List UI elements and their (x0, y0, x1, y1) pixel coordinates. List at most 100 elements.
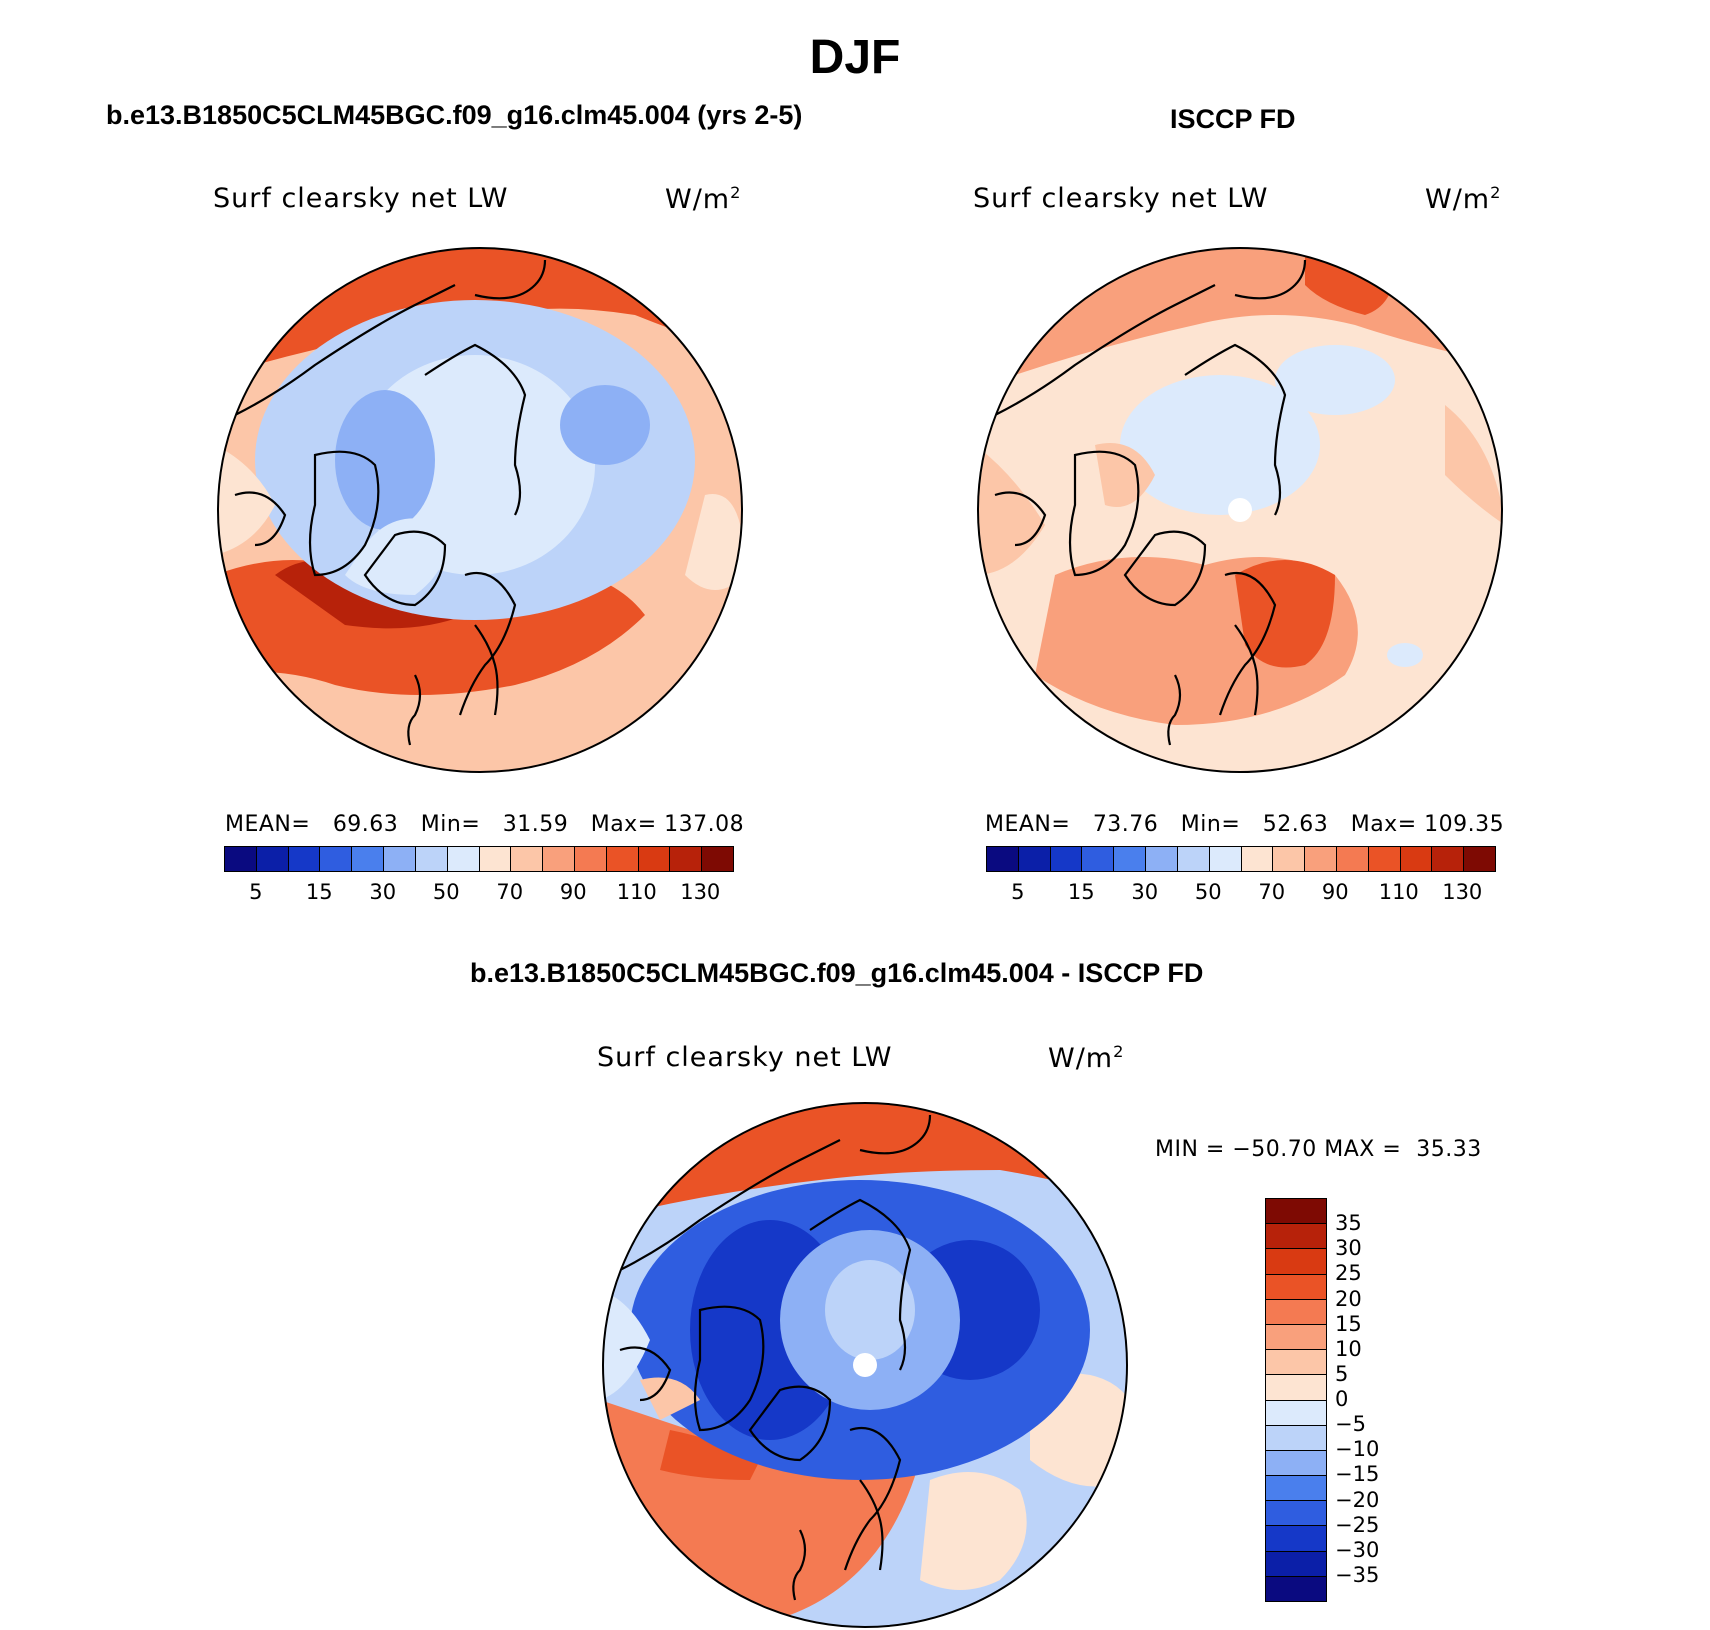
panel-2-colorbar-segment (1368, 847, 1401, 871)
panel-2-stats: MEAN= 73.76 Min= 52.63 Max= 109.35 (985, 812, 1505, 837)
panel-2-colorbar-tick-label: 50 (1194, 880, 1222, 904)
panel-2-colorbar-tick-label: 70 (1258, 880, 1286, 904)
panel-1-colorbar-segment (320, 847, 353, 871)
panel-1-colorbar-segment (447, 847, 480, 871)
panel-3-colorbar-segment (1266, 1576, 1326, 1601)
panel-3-colorbar-segment (1266, 1350, 1326, 1376)
panel-3-colorbar-segment (1266, 1476, 1326, 1502)
panel-3-colorbar-segment (1266, 1450, 1326, 1477)
panel-2-colorbar-segment (1400, 847, 1433, 871)
panel-3-colorbar-tick-label: 10 (1335, 1336, 1362, 1361)
panel-3-colorbar-segment (1266, 1299, 1326, 1325)
panel-1-colorbar-segment (670, 847, 703, 871)
panel-3-colorbar-ticks: 35 30 25 20 15 10 5 0 −5 −10 −15 −20 −25 −30 −35 (1335, 1198, 1415, 1600)
panel-2-colorbar-tick-label: 5 (1011, 880, 1025, 904)
panel-3-colorbar-tick-label: 30 (1335, 1236, 1362, 1261)
panel-2-colorbar-tick-label: 30 (1131, 880, 1159, 904)
panel-3-colorbar-tick-label: 25 (1335, 1261, 1362, 1286)
panel-1-colorbar-segment (256, 847, 289, 871)
main-title: DJF (809, 31, 901, 84)
panel-1-colorbar-segment (511, 847, 544, 871)
panel-3-colorbar-tick-label: 15 (1335, 1311, 1362, 1336)
panel-1-colorbar-segment (638, 847, 671, 871)
panel-3-colorbar-tick-label: −10 (1335, 1437, 1380, 1462)
panel-2-colorbar-tick-label: 110 (1378, 880, 1419, 904)
panel-2-units-label: W/m2 (1425, 183, 1502, 215)
panel-1-colorbar-tick-label: 110 (616, 880, 657, 904)
panel-1-colorbar-tick-label: 5 (249, 880, 263, 904)
panel-1-colorbar-tick-label: 15 (305, 880, 333, 904)
panel-2-variable-label: Surf clearsky net LW (973, 183, 1269, 214)
panel-1-colorbar-segment (352, 847, 385, 871)
panel-1-colorbar-tick-label: 90 (559, 880, 587, 904)
panel-2-colorbar-segment (1146, 847, 1178, 871)
panel-3-colorbar-segment (1266, 1224, 1326, 1250)
panel-2-colorbar-segment (1209, 847, 1242, 871)
panel-2-polar-map (977, 247, 1503, 773)
panel-1-colorbar-segment (288, 847, 321, 871)
panel-2-colorbar-segment (1305, 847, 1337, 871)
panel-2-colorbar-segment (1114, 847, 1147, 871)
panel-2-colorbar-segment (1018, 847, 1051, 871)
panel-3-colorbar-segment (1266, 1274, 1326, 1300)
panel-2-colorbar-segment (1273, 847, 1306, 871)
panel-3-colorbar-tick-label: −20 (1335, 1487, 1380, 1512)
panel-1-units-label: W/m2 (665, 183, 742, 215)
panel-3-colorbar-tick-label: 5 (1335, 1361, 1349, 1386)
panel-3-colorbar-segment (1266, 1501, 1326, 1527)
panel-3-units-label: W/m2 (1048, 1042, 1125, 1074)
panel-2-colorbar (986, 846, 1496, 872)
panel-3-variable-label: Surf clearsky net LW (597, 1042, 893, 1073)
panel-1-variable-label: Surf clearsky net LW (213, 183, 509, 214)
panel-1-colorbar-ticks: 5 15 30 50 70 90 110 130 (224, 880, 732, 906)
panel-1-stats: MEAN= 69.63 Min= 31.59 Max= 137.08 (225, 812, 745, 837)
panel-2-colorbar-tick-label: 130 (1442, 880, 1483, 904)
panel-1-colorbar-tick-label: 130 (680, 880, 721, 904)
panel-2-title: ISCCP FD (1170, 104, 1296, 134)
panel-3-colorbar-tick-label: −5 (1335, 1412, 1366, 1437)
panel-2-colorbar-segment (987, 847, 1019, 871)
panel-3-colorbar-tick-label: 20 (1335, 1286, 1362, 1311)
panel-2-colorbar-tick-label: 90 (1321, 880, 1349, 904)
panel-3-colorbar-segment (1266, 1400, 1326, 1426)
panel-3-colorbar-tick-label: −35 (1335, 1562, 1380, 1587)
panel-2-colorbar-segment (1241, 847, 1274, 871)
panel-3-colorbar-segment (1266, 1199, 1326, 1225)
panel-2-colorbar-tick-label: 15 (1067, 880, 1095, 904)
panel-3-colorbar-segment (1266, 1551, 1326, 1577)
panel-1-colorbar-segment (415, 847, 448, 871)
panel-3-colorbar-segment (1266, 1249, 1326, 1275)
panel-3-colorbar-tick-label: 35 (1335, 1211, 1362, 1236)
panel-3-colorbar (1265, 1198, 1327, 1602)
panel-3-colorbar-segment (1266, 1375, 1326, 1401)
panel-3-colorbar-tick-label: −15 (1335, 1462, 1380, 1487)
panel-1-polar-map (217, 247, 743, 773)
panel-3-colorbar-tick-label: −25 (1335, 1512, 1380, 1537)
panel-1-colorbar-tick-label: 30 (369, 880, 397, 904)
panel-1-colorbar-segment (479, 847, 512, 871)
panel-3-polar-map (602, 1102, 1128, 1628)
panel-3-colorbar-tick-label: 0 (1335, 1387, 1349, 1411)
panel-1-colorbar-segment (606, 847, 639, 871)
panel-3-colorbar-segment (1266, 1526, 1326, 1552)
panel-2-colorbar-segment (1464, 847, 1495, 871)
panel-3-colorbar-tick-label: −30 (1335, 1537, 1380, 1562)
panel-2-colorbar-segment (1050, 847, 1083, 871)
panel-2-colorbar-segment (1336, 847, 1369, 871)
panel-1-colorbar-segment (384, 847, 416, 871)
panel-2-colorbar-segment (1432, 847, 1465, 871)
panel-1-colorbar-tick-label: 50 (432, 880, 460, 904)
panel-1-title: b.e13.B1850C5CLM45BGC.f09_g16.clm45.004 … (106, 100, 803, 130)
panel-2-colorbar-segment (1082, 847, 1115, 871)
panel-3-title: b.e13.B1850C5CLM45BGC.f09_g16.clm45.004 … (470, 958, 1204, 988)
panel-3-minmax: MIN = −50.70 MAX = 35.33 (1155, 1137, 1482, 1162)
panel-3-colorbar-segment (1266, 1425, 1326, 1451)
panel-2-colorbar-ticks: 5 15 30 50 70 90 110 130 (986, 880, 1494, 906)
panel-1-colorbar-segment (543, 847, 575, 871)
panel-3-colorbar-segment (1266, 1324, 1326, 1351)
panel-2-colorbar-segment (1177, 847, 1210, 871)
panel-1-colorbar-segment (702, 847, 733, 871)
panel-1-colorbar (224, 846, 734, 872)
panel-1-colorbar-segment (225, 847, 257, 871)
panel-1-colorbar-tick-label: 70 (496, 880, 524, 904)
